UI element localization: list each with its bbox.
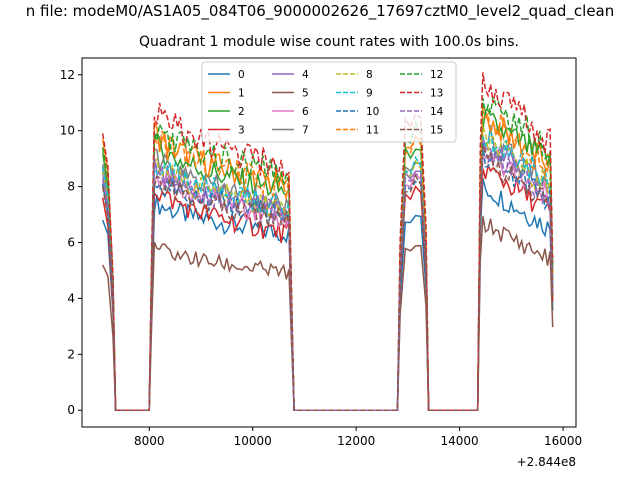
legend-label-10: 10 [366, 106, 379, 118]
legend-label-3: 3 [238, 125, 245, 137]
legend-label-2: 2 [238, 106, 245, 118]
legend-box [201, 61, 457, 143]
series-line-8 [101, 126, 554, 411]
series-line-3 [101, 163, 554, 411]
y-tick-label: 8 [67, 180, 75, 194]
y-tick-label: 0 [67, 403, 75, 417]
legend-label-6: 6 [302, 106, 309, 118]
series-line-7 [101, 128, 554, 411]
legend-label-12: 12 [430, 69, 443, 81]
x-tick-label: 10000 [234, 434, 272, 448]
series-line-2 [101, 109, 554, 411]
legend-label-13: 13 [430, 88, 443, 100]
y-tick-label: 6 [67, 236, 75, 250]
y-tick-label: 10 [60, 124, 75, 138]
x-axis: 8000 10000 12000 14000 16000 [134, 427, 582, 448]
series-line-5 [102, 216, 554, 411]
chart-title: Quadrant 1 module wise count rates with … [139, 34, 519, 50]
legend-label-9: 9 [366, 88, 373, 100]
series-lines [101, 72, 554, 411]
x-tick-label: 8000 [134, 434, 165, 448]
legend-label-0: 0 [238, 69, 245, 81]
legend-label-1: 1 [238, 88, 245, 100]
x-tick-label: 14000 [441, 434, 479, 448]
legend-label-7: 7 [302, 125, 309, 137]
legend-label-8: 8 [366, 69, 373, 81]
y-tick-label: 2 [67, 347, 75, 361]
x-tick-label: 12000 [337, 434, 375, 448]
y-axis: 0 2 4 6 8 10 12 [60, 68, 82, 417]
series-line-0 [101, 178, 554, 411]
legend-label-15: 15 [430, 125, 443, 137]
series-line-13 [101, 72, 554, 411]
y-tick-label: 12 [60, 68, 75, 82]
x-tick-label: 16000 [544, 434, 582, 448]
legend-label-11: 11 [366, 125, 379, 137]
series-line-15 [101, 145, 554, 411]
legend-label-14: 14 [430, 106, 444, 118]
y-tick-label: 4 [67, 291, 75, 305]
legend-label-5: 5 [302, 88, 309, 100]
legend-label-4: 4 [302, 69, 309, 81]
x-offset-label: +2.844e8 [517, 455, 576, 469]
figure-suptitle: n file: modeM0/AS1A05_084T06_9000002626_… [25, 2, 615, 20]
